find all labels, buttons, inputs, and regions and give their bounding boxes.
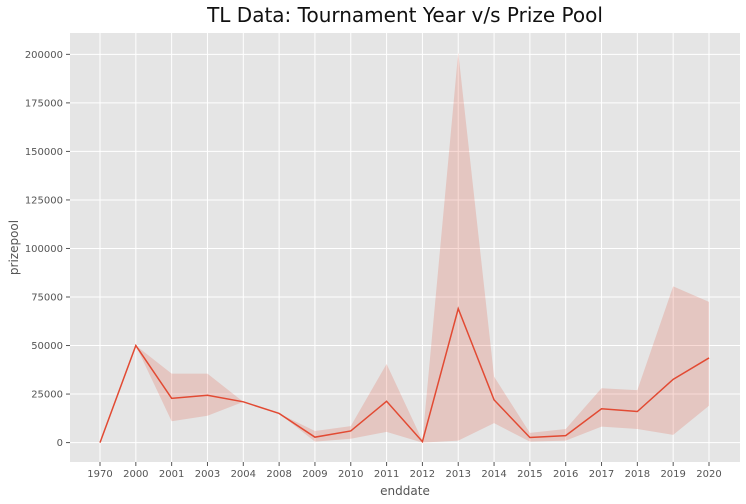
x-tick-label: 2009: [302, 469, 327, 480]
y-tick-label: 25000: [31, 390, 63, 401]
y-tick-label: 125000: [25, 195, 63, 206]
y-tick-label: 150000: [25, 147, 63, 158]
y-axis-title: prizepool: [7, 220, 21, 275]
y-tick-label: 100000: [25, 244, 63, 255]
x-tick-label: 2013: [446, 469, 471, 480]
x-tick-label: 2010: [338, 469, 363, 480]
x-tick-label: 2008: [266, 469, 291, 480]
x-tick-label: 2001: [159, 469, 184, 480]
x-tick-label: 2004: [231, 469, 256, 480]
x-tick-label: 2017: [589, 469, 614, 480]
y-tick-label: 50000: [31, 341, 63, 352]
x-tick-label: 2011: [374, 469, 399, 480]
y-tick-labels: 0 25000 50000 75000 100000 125000 150000 175000…: [25, 50, 70, 449]
y-tick-label: 0: [57, 438, 63, 449]
x-tick-label: 2000: [123, 469, 148, 480]
x-tick-label: 2012: [410, 469, 435, 480]
x-tick-label: 1970: [87, 469, 112, 480]
y-tick-label: 175000: [25, 98, 63, 109]
y-tick-label: 75000: [31, 293, 63, 304]
x-tick-labels: 1970 2000 2001 2003 2004 2008 2009 2010 2011 2012…: [87, 462, 721, 480]
x-axis-title: enddate: [380, 484, 430, 498]
y-tick-label: 200000: [25, 50, 63, 61]
x-tick-label: 2020: [696, 469, 721, 480]
x-tick-label: 2015: [517, 469, 542, 480]
x-tick-label: 2014: [481, 469, 506, 480]
x-tick-label: 2018: [625, 469, 650, 480]
x-tick-label: 2003: [195, 469, 220, 480]
x-tick-label: 2016: [553, 469, 578, 480]
chart-title: TL Data: Tournament Year v/s Prize Pool: [206, 3, 603, 27]
x-tick-label: 2019: [660, 469, 685, 480]
